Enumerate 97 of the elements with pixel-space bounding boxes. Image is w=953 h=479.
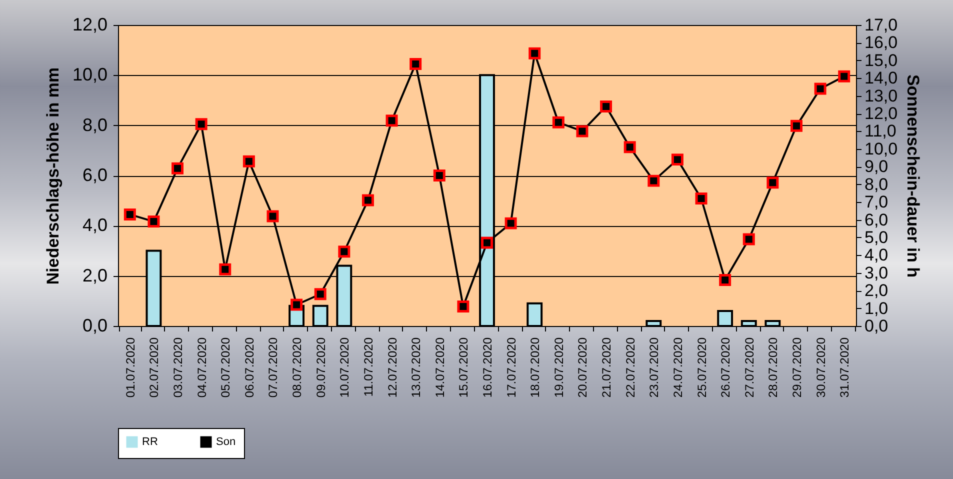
point <box>362 194 374 206</box>
point <box>410 58 422 70</box>
y2-tick-label: 8,0 <box>864 174 888 194</box>
point <box>266 210 279 222</box>
x-tick-label: 28.07.2020 <box>766 337 780 398</box>
x-tick-label: 30.07.2020 <box>814 337 828 398</box>
point <box>552 116 564 128</box>
point <box>648 174 660 187</box>
point <box>600 100 612 112</box>
x-tick-label: 05.07.2020 <box>218 337 233 398</box>
x-tick-label: 15.07.2020 <box>456 337 471 398</box>
x-tick-label: 09.07.2020 <box>314 337 328 398</box>
x-tick-label: 07.07.2020 <box>266 337 280 398</box>
y-tick-label: 8,0 <box>82 114 108 135</box>
point <box>195 118 208 130</box>
x-tick-label: 14.07.2020 <box>432 337 447 398</box>
point <box>457 300 470 313</box>
y2-tick-label: 13,0 <box>864 86 898 106</box>
y-tick-label: 6,0 <box>82 165 108 185</box>
point <box>433 170 446 182</box>
y2-tick-label: 0,0 <box>864 316 888 336</box>
point <box>742 233 755 246</box>
x-tick-label: 22.07.2020 <box>623 337 638 398</box>
x-tick-label: 03.07.2020 <box>171 337 186 398</box>
y2-tick-label: 15,0 <box>864 50 898 70</box>
y2-tick-label: 11,0 <box>864 122 896 141</box>
y2-tick-label: 6,0 <box>864 210 888 230</box>
point <box>338 246 350 258</box>
point <box>314 288 326 300</box>
bar <box>740 320 757 327</box>
x-tick-label: 27.07.2020 <box>742 337 756 398</box>
x-tick-label: 06.07.2020 <box>242 337 256 398</box>
point <box>481 236 493 249</box>
y-tick-label: 4,0 <box>82 215 108 236</box>
x-tick-label: 26.07.2020 <box>718 337 733 398</box>
bar <box>646 320 662 327</box>
point <box>219 263 232 276</box>
x-tick-label: 02.07.2020 <box>147 337 162 398</box>
x-tick-label: 10.07.2020 <box>338 337 352 398</box>
point <box>576 125 588 138</box>
y-tick-label: 10,0 <box>72 64 108 85</box>
x-tick-label: 23.07.2020 <box>647 337 662 398</box>
x-tick-label: 08.07.2020 <box>290 337 304 398</box>
x-tick-label: 16.07.2020 <box>480 337 494 398</box>
y2-tick-label: 7,0 <box>864 192 888 212</box>
point <box>766 176 779 189</box>
y-tick-label: 12,0 <box>72 14 108 34</box>
x-tick-label: 11.07.2020 <box>361 337 376 397</box>
bar <box>312 304 328 327</box>
bar <box>764 320 781 327</box>
y2-tick-label: 4,0 <box>864 246 888 265</box>
y2-axis-title: Sonnenschein-dauer in h <box>904 74 923 278</box>
x-tick-label: 13.07.2020 <box>409 337 424 398</box>
y2-tick-label: 10,0 <box>864 139 898 158</box>
y2-tick-label: 3,0 <box>864 263 888 282</box>
x-tick-label: 20.07.2020 <box>576 337 590 398</box>
x-tick-label: 01.07.2020 <box>123 337 138 398</box>
y-axis-title: Niederschlags-höhe in mm <box>43 67 62 285</box>
point <box>124 208 136 220</box>
y-tick-label: 2,0 <box>82 265 108 286</box>
x-tick-label: 21.07.2020 <box>600 337 614 398</box>
point <box>695 192 708 205</box>
y2-tick-label: 5,0 <box>864 228 888 247</box>
bar <box>526 302 543 327</box>
point <box>814 82 826 95</box>
point <box>172 162 184 174</box>
y2-tick-label: 9,0 <box>864 157 888 176</box>
x-tick-label: 31.07.2020 <box>838 337 852 398</box>
y-tick-label: 0,0 <box>82 316 108 336</box>
point <box>528 47 541 60</box>
point <box>838 70 850 82</box>
y2-tick-label: 14,0 <box>864 68 898 88</box>
point <box>148 216 160 228</box>
y2-tick-label: 16,0 <box>864 33 898 52</box>
x-tick-label: 19.07.2020 <box>552 337 566 398</box>
x-tick-label: 17.07.2020 <box>504 337 518 398</box>
y2-tick-label: 12,0 <box>864 104 898 124</box>
point <box>719 274 732 286</box>
y2-tick-label: 2,0 <box>864 281 888 300</box>
point <box>624 141 636 154</box>
y2-tick-label: 1,0 <box>864 298 888 318</box>
x-tick-label: 29.07.2020 <box>790 337 804 398</box>
x-tick-label: 18.07.2020 <box>528 337 542 398</box>
point <box>671 154 684 166</box>
x-tick-label: 25.07.2020 <box>694 337 709 398</box>
legend-label: Son <box>216 436 236 448</box>
point <box>290 298 303 311</box>
point <box>790 120 802 132</box>
legend-label: RR <box>142 436 158 448</box>
point <box>504 217 517 230</box>
x-tick-label: 24.07.2020 <box>670 337 685 398</box>
point <box>242 155 255 168</box>
x-tick-label: 12.07.2020 <box>385 337 400 398</box>
point <box>386 114 398 127</box>
x-tick-label: 04.07.2020 <box>194 337 209 398</box>
y2-tick-label: 17,0 <box>864 16 898 34</box>
bar <box>717 310 734 327</box>
